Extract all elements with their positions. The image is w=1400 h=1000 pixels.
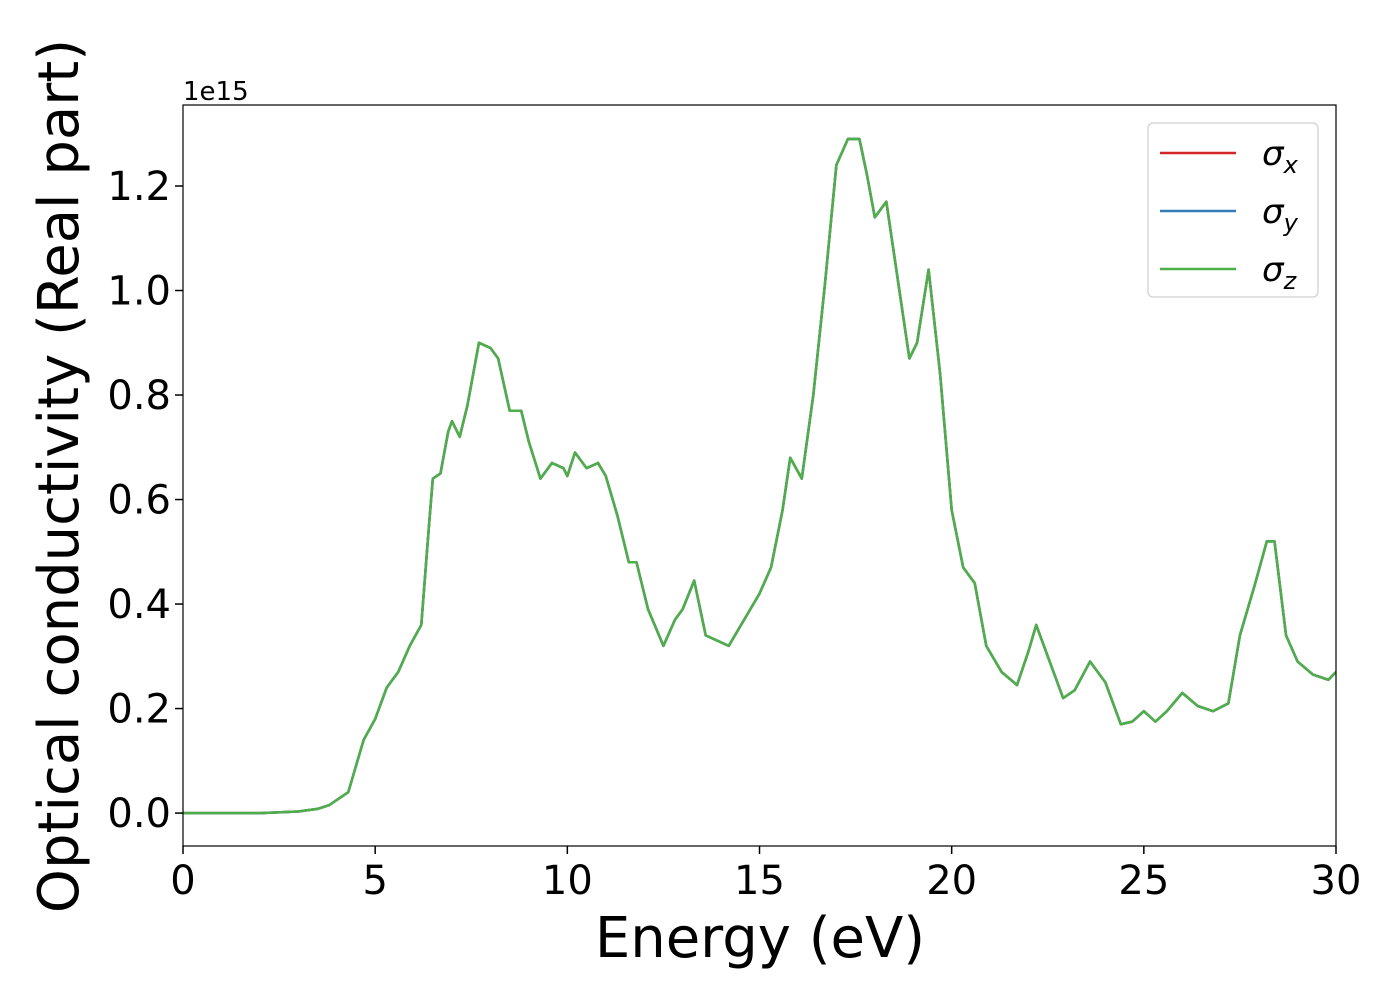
y-axis-label: Optical conductivity (Real part) bbox=[27, 39, 92, 913]
x-tick-label: 20 bbox=[926, 858, 977, 904]
x-tick-label: 5 bbox=[362, 858, 387, 904]
series-line bbox=[183, 137, 1336, 815]
y-tick-label: 0.2 bbox=[107, 687, 171, 733]
y-tick-label: 0.8 bbox=[107, 373, 171, 419]
x-tick-label: 10 bbox=[542, 858, 593, 904]
y-tick-label: 0.6 bbox=[107, 478, 171, 524]
x-tick-label: 15 bbox=[734, 858, 785, 904]
x-axis-label: Energy (eV) bbox=[595, 906, 925, 971]
y-offset-label: 1e15 bbox=[183, 77, 249, 107]
legend-label: σz bbox=[1262, 250, 1298, 295]
x-tick-label: 25 bbox=[1118, 858, 1169, 904]
y-tick-label: 0.0 bbox=[107, 791, 171, 837]
y-tick-label: 1.2 bbox=[107, 164, 171, 210]
plot-frame bbox=[182, 104, 1337, 847]
x-tick-label: 30 bbox=[1311, 858, 1362, 904]
y-tick-label: 0.4 bbox=[107, 582, 171, 628]
y-tick-label: 1.0 bbox=[107, 269, 171, 315]
x-tick-label: 0 bbox=[170, 858, 195, 904]
